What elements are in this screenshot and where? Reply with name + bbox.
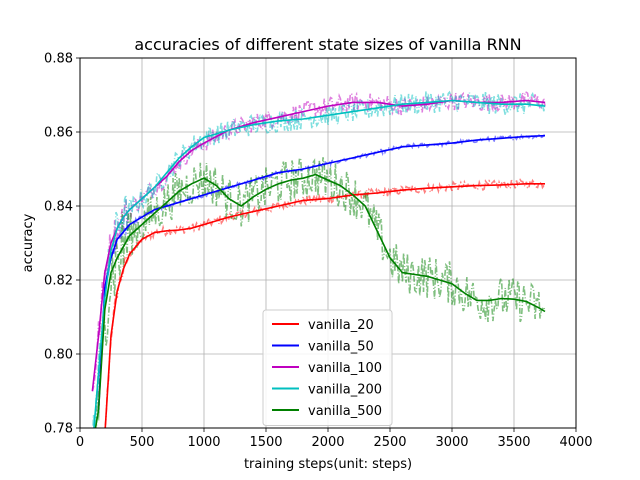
axis-ticks: 0 500 1000 1500 2000 2500 3000 3500 4000 0.78 0.80… [44,52,593,451]
y-axis-label: accuracy [21,213,36,272]
legend-label: vanilla_20 [308,318,374,333]
legend-label: vanilla_200 [308,383,382,398]
legend-label: vanilla_100 [308,361,382,376]
smoothed-series [91,99,546,428]
x-tick-label: 3000 [435,435,468,450]
legend: vanilla_20 vanilla_50 vanilla_100 vanilla_2… [262,309,393,426]
y-tick-label: 0.80 [44,348,73,363]
y-tick-label: 0.84 [44,200,73,215]
x-axis-label: training steps(unit: steps) [244,457,412,472]
x-tick-label: 4000 [559,435,592,450]
y-tick-label: 0.86 [44,126,73,141]
series-line-vanilla_20 [104,183,545,428]
series-line-vanilla_500 [94,173,546,428]
series-line-vanilla_50 [97,134,546,410]
y-tick-label: 0.88 [44,52,73,67]
x-tick-label: 1000 [187,435,220,450]
legend-label: vanilla_500 [308,404,382,419]
x-tick-label: 3500 [497,435,530,450]
x-tick-label: 0 [76,435,84,450]
series-line-vanilla_200 [93,99,546,428]
legend-box [262,309,393,426]
raw-line-vanilla_200 [92,90,546,428]
legend-label: vanilla_50 [308,340,374,355]
raw-line-vanilla_50 [97,133,545,414]
y-tick-label: 0.78 [44,422,73,437]
x-tick-label: 1500 [249,435,282,450]
x-tick-label: 2000 [311,435,344,450]
x-tick-label: 2500 [373,435,406,450]
y-tick-label: 0.82 [44,274,73,289]
raw-line-vanilla_500 [95,155,546,428]
x-tick-label: 500 [130,435,155,450]
chart-title: accuracies of different state sizes of v… [134,35,521,54]
